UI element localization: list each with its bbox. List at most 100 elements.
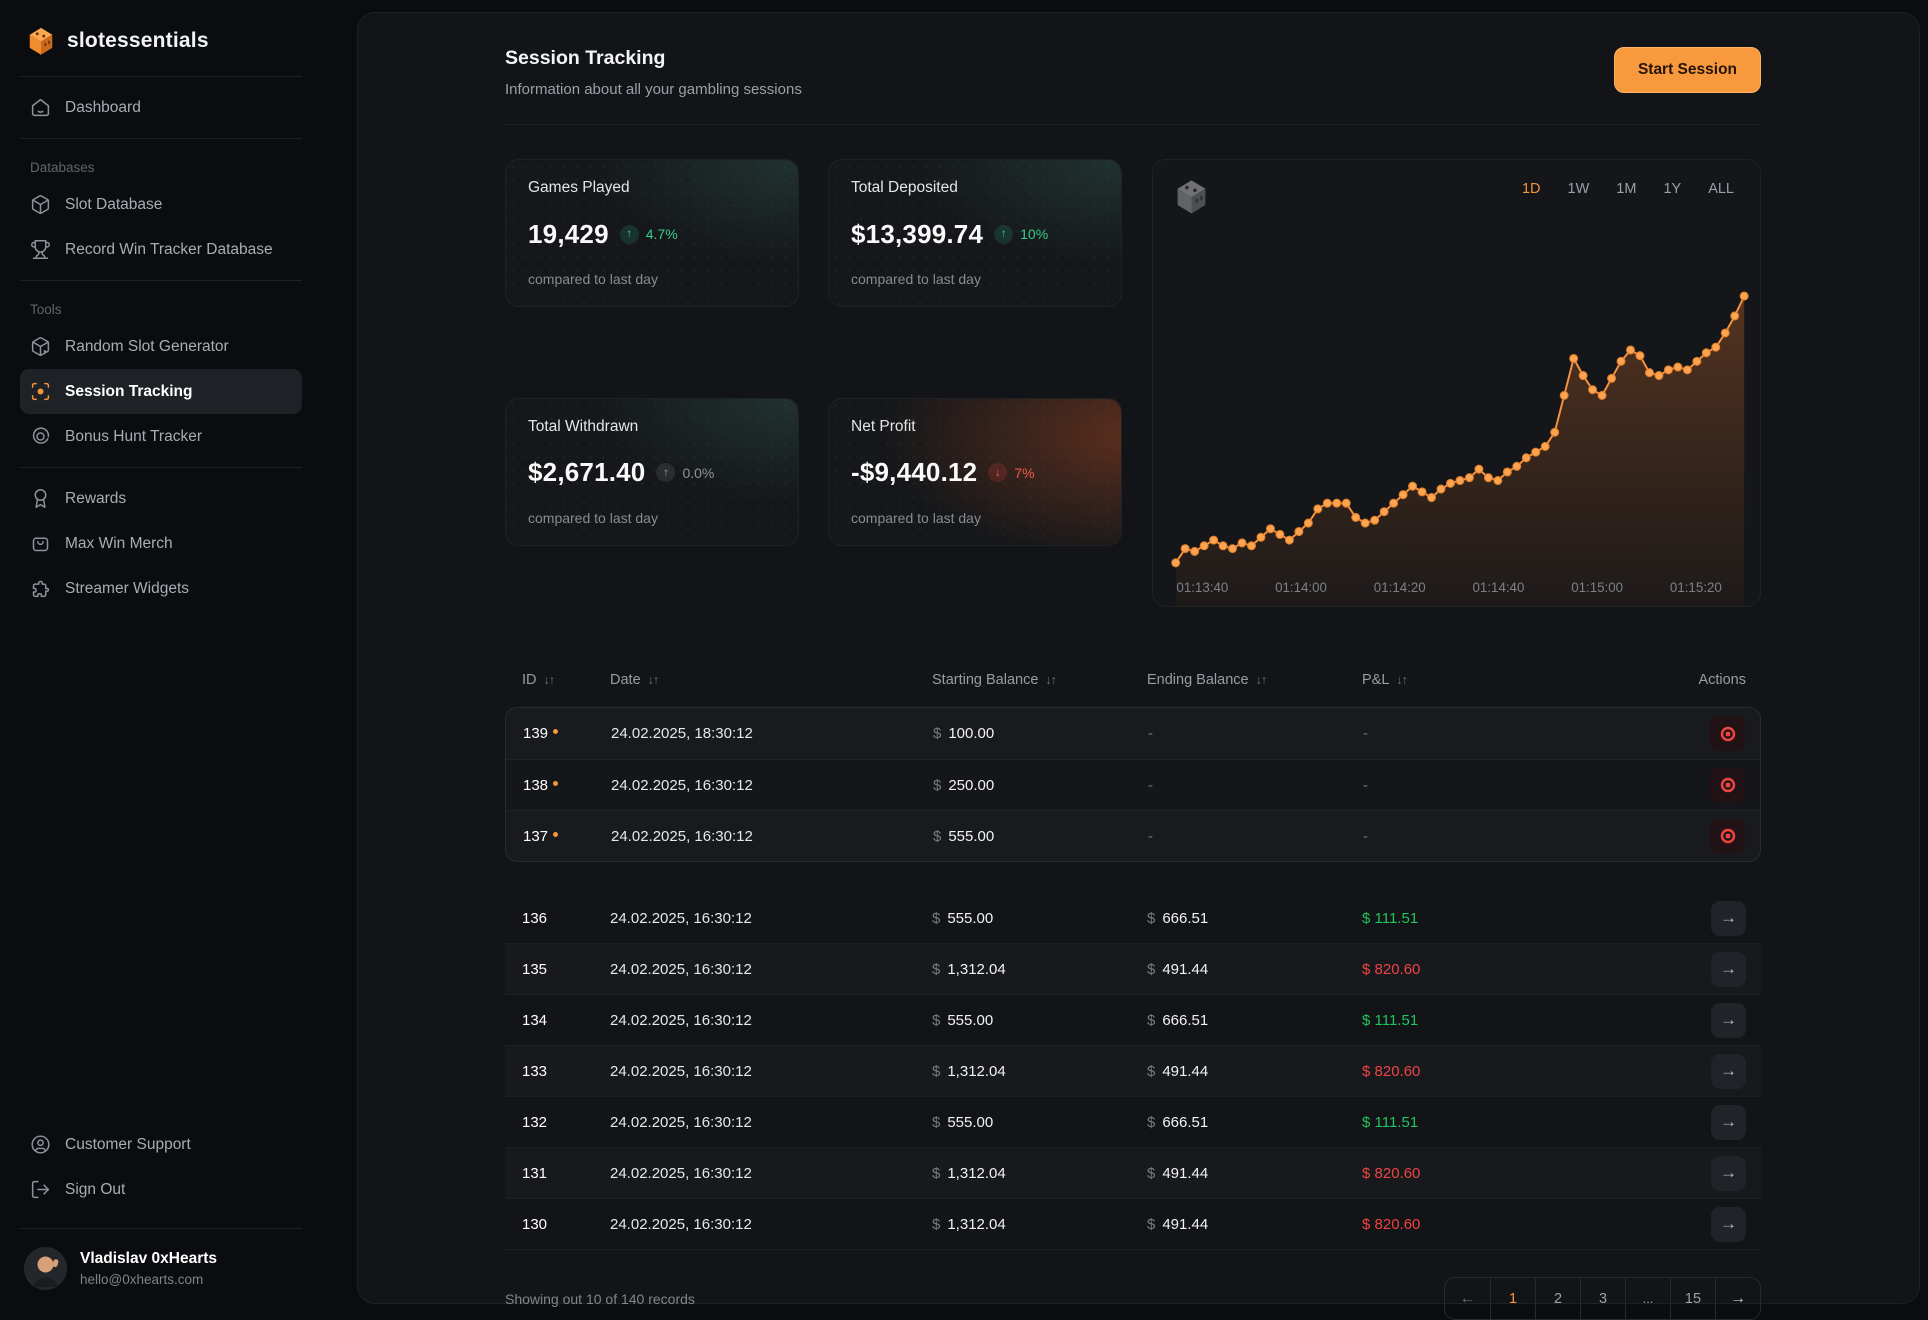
table-row: 136 24.02.2025, 16:30:12 $555.00 $666.51 $ 1… <box>505 893 1761 944</box>
sidebar-item-label: Random Slot Generator <box>65 337 229 355</box>
date-cell: 24.02.2025, 16:30:12 <box>611 827 753 845</box>
start-session-button[interactable]: Start Session <box>1613 47 1761 93</box>
amount: 666.51 <box>1162 909 1209 927</box>
date-cell: 24.02.2025, 16:30:12 <box>611 776 753 794</box>
range-button-1d[interactable]: 1D <box>1521 181 1541 197</box>
open-session-button[interactable]: → <box>1711 1104 1746 1140</box>
page-button-3[interactable]: 3 <box>1580 1278 1625 1319</box>
data-point <box>1228 544 1238 554</box>
data-point <box>1493 475 1503 486</box>
open-session-button[interactable]: → <box>1711 1206 1746 1242</box>
open-session-button[interactable]: → <box>1711 1053 1746 1089</box>
sidebar-item-label: Sign Out <box>65 1180 126 1198</box>
balance-cell: $666.51 <box>1147 1012 1362 1029</box>
column-header-actions: Actions <box>1676 672 1746 688</box>
dice-cube-icon <box>26 26 56 56</box>
amount: 491.44 <box>1162 1062 1209 1080</box>
amount: 491.44 <box>1162 960 1209 978</box>
data-point <box>1654 371 1664 381</box>
sidebar-section: Tools Random Slot Generator Session Tracki… <box>20 281 302 468</box>
arrow-right-icon: → <box>1720 1112 1737 1131</box>
session-id: 134 <box>522 1011 548 1029</box>
column-header-starting-balance[interactable]: Starting Balance ↓↑ <box>932 672 1147 688</box>
session-id: 131 <box>522 1164 548 1182</box>
stat-value-row: $13,399.74 ↑ 10% <box>851 219 1099 250</box>
stop-record-icon <box>1718 826 1738 846</box>
sidebar-item-customer-support[interactable]: Customer Support <box>20 1122 302 1167</box>
stat-note: compared to last day <box>528 271 658 287</box>
next-page-button[interactable]: → <box>1715 1278 1760 1319</box>
id-cell: 139 <box>523 725 611 742</box>
open-session-button[interactable]: → <box>1711 1155 1746 1191</box>
sort-icon: ↓↑ <box>1255 673 1267 687</box>
table-row: 133 24.02.2025, 16:30:12 $1,312.04 $491.44 $… <box>505 1046 1761 1097</box>
stop-session-button[interactable] <box>1710 818 1745 854</box>
actions-cell: → <box>1676 951 1746 987</box>
column-header-date[interactable]: Date ↓↑ <box>610 672 932 688</box>
sidebar-item-dashboard[interactable]: Dashboard <box>20 85 302 130</box>
column-header-ending-balance[interactable]: Ending Balance ↓↑ <box>1147 672 1362 688</box>
data-point <box>1256 532 1266 542</box>
pnl-cell: $ 111.51 <box>1362 1012 1676 1029</box>
data-point <box>1247 541 1256 551</box>
pnl-cell: - <box>1363 828 1675 845</box>
stat-value: -$9,440.12 <box>851 457 978 487</box>
sidebar-item-streamer-widgets[interactable]: Streamer Widgets <box>20 566 302 611</box>
stat-label: Net Profit <box>851 417 916 435</box>
stop-session-button[interactable] <box>1710 767 1745 803</box>
brand[interactable]: slotessentials <box>20 22 302 77</box>
sidebar-item-record-win-tracker-database[interactable]: Record Win Tracker Database <box>20 227 302 272</box>
balance-cell: $555.00 <box>932 1012 1147 1029</box>
sidebar-section-label: Databases <box>30 160 95 175</box>
puzzle-icon <box>30 578 51 599</box>
trophy-icon <box>30 239 51 260</box>
column-label: P&L <box>1362 672 1390 688</box>
stat-delta: ↑ 4.7% <box>619 224 678 244</box>
range-button-1y[interactable]: 1Y <box>1663 181 1682 197</box>
sidebar-item-random-slot-generator[interactable]: Random Slot Generator <box>20 324 302 369</box>
page-button-15[interactable]: 15 <box>1670 1278 1715 1319</box>
sidebar-item-rewards[interactable]: Rewards <box>20 476 302 521</box>
empty-value: - <box>1148 827 1153 845</box>
range-button-all[interactable]: ALL <box>1708 181 1734 197</box>
arrow-up-icon: ↑ <box>994 224 1014 244</box>
page-button-2[interactable]: 2 <box>1535 1278 1580 1319</box>
column-header-p-l[interactable]: P&L ↓↑ <box>1362 672 1676 688</box>
sidebar-item-label: Bonus Hunt Tracker <box>65 427 202 445</box>
page-button-1[interactable]: 1 <box>1490 1278 1535 1319</box>
amount: 555.00 <box>947 1011 994 1029</box>
open-session-button[interactable]: → <box>1711 951 1746 987</box>
data-point <box>1408 481 1418 491</box>
sidebar-item-max-win-merch[interactable]: Max Win Merch <box>20 521 302 566</box>
sort-icon: ↓↑ <box>1045 673 1056 687</box>
actions-cell <box>1675 818 1745 854</box>
currency-symbol: $ <box>1147 1164 1156 1182</box>
actions-cell: → <box>1676 1206 1746 1242</box>
sidebar-item-label: Max Win Merch <box>65 534 173 552</box>
empty-value: - <box>1363 776 1368 794</box>
stop-session-button[interactable] <box>1710 716 1745 751</box>
balance-cell: $1,312.04 <box>932 1063 1147 1080</box>
column-header-id[interactable]: ID ↓↑ <box>522 672 610 688</box>
previous-page-button[interactable]: ← <box>1459 1289 1476 1307</box>
open-session-button[interactable]: → <box>1711 1002 1746 1038</box>
sidebar-item-session-tracking[interactable]: Session Tracking <box>20 369 302 414</box>
balance-cell: $555.00 <box>932 1114 1147 1131</box>
table-header-row: ID ↓↑ Date ↓↑ Starting Balance ↓↑ Ending Balan… <box>505 653 1761 707</box>
data-point <box>1502 467 1512 477</box>
sidebar-item-sign-out[interactable]: Sign Out <box>20 1167 302 1212</box>
sidebar-item-slot-database[interactable]: Slot Database <box>20 182 302 227</box>
session-id: 136 <box>522 909 548 927</box>
user-row[interactable]: Vladislav 0xHearts hello@0xhearts.com <box>20 1228 302 1290</box>
open-session-button[interactable]: → <box>1711 900 1746 936</box>
sidebar-item-bonus-hunt-tracker[interactable]: Bonus Hunt Tracker <box>20 414 302 459</box>
data-point <box>1512 461 1522 471</box>
data-point <box>1635 351 1645 361</box>
table-row: 139 24.02.2025, 18:30:12 $100.00- - <box>506 708 1760 759</box>
live-session-dot <box>553 780 559 786</box>
data-point <box>1237 538 1247 548</box>
range-button-1w[interactable]: 1W <box>1567 181 1590 197</box>
stat-delta-value: 10% <box>1020 226 1049 242</box>
data-point <box>1313 504 1323 514</box>
range-button-1m[interactable]: 1M <box>1616 181 1637 197</box>
